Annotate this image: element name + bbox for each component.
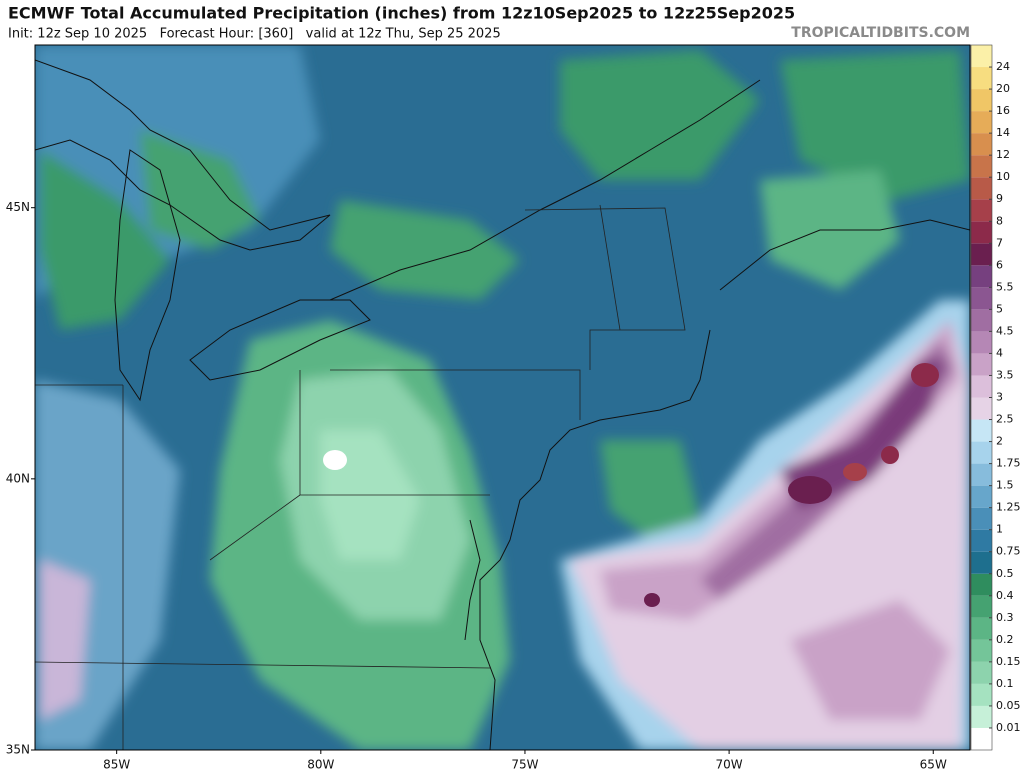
colorbar-label: 8 xyxy=(996,214,1003,227)
colorbar-cell xyxy=(971,639,992,662)
lon-tick-label: 75W xyxy=(511,758,538,772)
map-frame xyxy=(34,44,971,751)
colorbar-label: 1.75 xyxy=(996,457,1021,470)
watermark: TROPICALTIDBITS.COM xyxy=(791,25,970,41)
colorbar-cell xyxy=(971,507,992,530)
colorbar-label: 0.4 xyxy=(996,589,1014,602)
lon-tick-label: 70W xyxy=(716,758,743,772)
colorbar-label: 1 xyxy=(996,523,1003,536)
state-borders xyxy=(35,204,686,750)
colorbar-label: 5 xyxy=(996,302,1003,315)
colorbar-cell xyxy=(971,375,992,398)
colorbar-label: 5.5 xyxy=(996,280,1014,293)
colorbar-cell xyxy=(971,45,992,68)
colorbar-cell xyxy=(971,463,992,486)
colorbar-cell xyxy=(971,243,992,266)
colorbar-cell xyxy=(971,89,992,112)
colorbar-cell xyxy=(971,419,992,442)
colorbar-cell xyxy=(971,67,992,90)
colorbar-label: 6 xyxy=(996,258,1003,271)
colorbar-cell xyxy=(971,133,992,156)
colorbar-label: 0.01 xyxy=(996,721,1021,734)
colorbar-label: 3.5 xyxy=(996,368,1014,381)
colorbar-label: 1.25 xyxy=(996,501,1021,514)
colorbar-label: 0.15 xyxy=(996,655,1021,668)
colorbar-cell xyxy=(971,111,992,134)
coastlines xyxy=(35,59,970,750)
axes: 85W 80W 75W 70W 65W 45N 40N 35N xyxy=(6,200,947,771)
colorbar-label: 0.05 xyxy=(996,699,1021,712)
colorbar-cell xyxy=(971,661,992,684)
lon-tick-label: 80W xyxy=(307,758,334,772)
lon-tick-label: 65W xyxy=(920,758,947,772)
colorbar-cell xyxy=(971,595,992,618)
colorbar: 0.01 0.05 0.1 0.15 0.2 0.3 0.4 0.5 0.75 1 1.25 1.5 1… xyxy=(970,44,1021,751)
colorbar-cell xyxy=(971,353,992,376)
colorbar-cell xyxy=(971,551,992,574)
colorbar-cell xyxy=(971,573,992,596)
colorbar-cell xyxy=(971,221,992,244)
colorbar-cell xyxy=(971,265,992,288)
colorbar-cell xyxy=(971,617,992,640)
colorbar-cell xyxy=(971,177,992,200)
colorbar-label: 20 xyxy=(996,82,1010,95)
colorbar-label: 4.5 xyxy=(996,324,1014,337)
colorbar-cell xyxy=(971,727,992,750)
colorbar-cell xyxy=(971,309,992,332)
colorbar-cell xyxy=(971,705,992,728)
colorbar-label: 10 xyxy=(996,170,1010,183)
colorbar-cell xyxy=(971,199,992,222)
colorbar-cell xyxy=(971,529,992,552)
colorbar-cell xyxy=(971,155,992,178)
colorbar-label: 0.3 xyxy=(996,611,1014,624)
lat-tick-label: 45N xyxy=(6,200,30,214)
lat-tick-label: 40N xyxy=(6,471,30,485)
colorbar-label: 0.5 xyxy=(996,567,1014,580)
lat-tick-label: 35N xyxy=(6,743,30,757)
colorbar-label: 7 xyxy=(996,236,1003,249)
colorbar-label: 4 xyxy=(996,346,1003,359)
lon-tick-label: 85W xyxy=(103,758,130,772)
hotspots xyxy=(323,363,939,607)
colorbar-label: 3 xyxy=(996,391,1003,404)
colorbar-label: 14 xyxy=(996,126,1010,139)
colorbar-cell xyxy=(971,331,992,354)
colorbar-cell xyxy=(971,397,992,420)
colorbar-cell xyxy=(971,485,992,508)
colorbar-label: 9 xyxy=(996,192,1003,205)
subtitle: Init: 12z Sep 10 2025 Forecast Hour: [36… xyxy=(8,27,501,42)
colorbar-label: 12 xyxy=(996,148,1010,161)
colorbar-cell xyxy=(971,441,992,464)
colorbar-cell xyxy=(971,683,992,706)
colorbar-label: 24 xyxy=(996,60,1010,73)
colorbar-label: 0.1 xyxy=(996,677,1014,690)
precip-field xyxy=(35,45,970,750)
colorbar-label: 2 xyxy=(996,435,1003,448)
colorbar-label: 16 xyxy=(996,104,1010,117)
colorbar-label: 1.5 xyxy=(996,479,1014,492)
title: ECMWF Total Accumulated Precipitation (i… xyxy=(8,4,795,23)
colorbar-label: 0.2 xyxy=(996,633,1014,646)
colorbar-label: 2.5 xyxy=(996,413,1014,426)
map xyxy=(35,45,970,750)
colorbar-cell xyxy=(971,287,992,310)
colorbar-label: 0.75 xyxy=(996,545,1021,558)
